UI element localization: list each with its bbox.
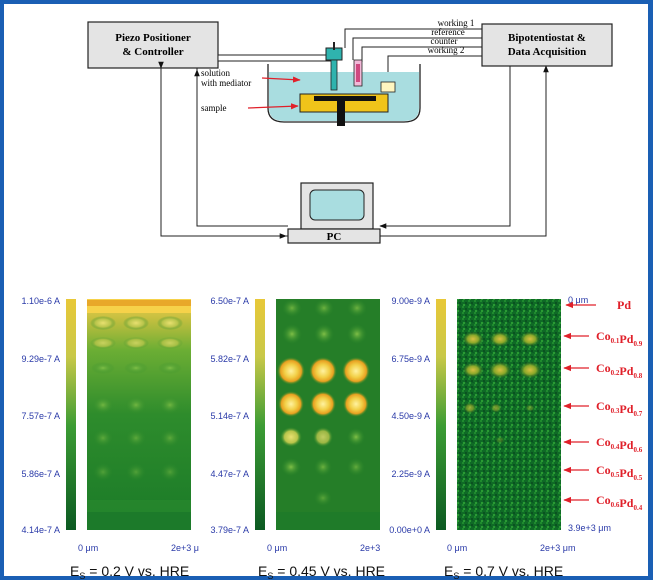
right-scale-label-0: 9.00e-9 A <box>391 296 430 306</box>
pc-label: PC <box>327 231 342 243</box>
right-scale-label-1: 6.75e-9 A <box>391 354 430 364</box>
composition-label: Co0.3Pd0.7 <box>596 399 643 418</box>
middle-scale-label-4: 3.79e-7 A <box>210 525 249 535</box>
right-scale-label-4: 0.00e+0 A <box>389 525 430 535</box>
pc-piezo-link <box>196 68 288 227</box>
left-x-end: 2e+3 μ <box>171 543 199 553</box>
right-scale-label-3: 2.25e-9 A <box>391 469 430 479</box>
colorbar-left <box>66 299 76 530</box>
setup-diagram: Piezo Positioner & Controller Bipotentio… <box>87 18 613 244</box>
solution-pointer-arrow <box>261 76 301 83</box>
composition-label: Co0.1Pd0.9 <box>596 329 643 348</box>
middle-scale-label-1: 5.82e-7 A <box>210 354 249 364</box>
right-y-top: 0 μm <box>568 295 588 305</box>
colorbar-right <box>436 299 446 530</box>
right-x-end: 2e+3 μm <box>540 543 575 553</box>
middle-scale-label-2: 5.14e-7 A <box>210 411 249 421</box>
piezo-label-line2: & Controller <box>122 46 183 58</box>
sample-holder <box>314 96 376 101</box>
sample-label: sample <box>201 103 227 113</box>
left-scale-label-1: 9.29e-7 A <box>21 354 60 364</box>
probe-tip <box>330 59 338 91</box>
sample-pointer-arrow <box>247 103 299 110</box>
bipot-label-line1: Bipotentiostat & <box>508 32 586 44</box>
right-caption: ES = 0.7 V vs. HRE <box>444 563 563 580</box>
middle-scale-label-0: 6.50e-7 A <box>210 296 249 306</box>
panel-middle: 6.50e-7 A 5.82e-7 A 5.14e-7 A 4.47e-7 A … <box>210 296 385 580</box>
left-scale-label-3: 5.86e-7 A <box>21 469 60 479</box>
pc-bipot-link <box>380 65 549 237</box>
composition-label: Co0.2Pd0.8 <box>596 361 643 380</box>
right-x-start: 0 μm <box>447 543 467 553</box>
piezo-pc-link <box>158 61 288 237</box>
composition-label: Pd <box>617 298 631 312</box>
bipotentiostat-box <box>481 23 613 67</box>
composition-label: Co0.4Pd0.6 <box>596 435 643 454</box>
composition-label: Co0.5Pd0.5 <box>596 463 643 482</box>
bipot-pc-link <box>379 66 511 229</box>
composition-labels: Pd Co0.1Pd0.9 Co0.2Pd0.8 Co0.3Pd0.7 Co0.4Pd0… <box>563 298 643 512</box>
right-scale-label-2: 4.50e-9 A <box>391 411 430 421</box>
map-left <box>87 299 191 530</box>
wire-counter <box>361 46 482 62</box>
colorbar-middle <box>255 299 265 530</box>
left-scale-label-4: 4.14e-7 A <box>21 525 60 535</box>
left-x-start: 0 μm <box>78 543 98 553</box>
wire-label-reference: reference <box>431 27 464 37</box>
left-caption: ES = 0.2 V vs. HRE <box>70 563 189 580</box>
middle-scale-label-3: 4.47e-7 A <box>210 469 249 479</box>
piezo-arm <box>217 54 333 62</box>
bipot-label-line2: Data Acquisition <box>508 46 587 58</box>
middle-x-start: 0 μm <box>267 543 287 553</box>
map-middle-spots <box>276 299 380 530</box>
map-right-spots <box>462 331 542 444</box>
solution-label-line1: solution <box>201 68 231 78</box>
counter-electrode <box>380 81 396 93</box>
middle-caption: ES = 0.45 V vs. HRE <box>258 563 385 580</box>
map-left-spots <box>87 316 191 530</box>
wire-label-counter: counter <box>431 36 458 46</box>
composition-label: Co0.6Pd0.4 <box>596 493 643 512</box>
sample-post <box>337 100 345 126</box>
monitor-screen <box>309 189 365 221</box>
piezo-label-line1: Piezo Positioner <box>115 32 191 44</box>
wire-reference <box>352 37 482 60</box>
panel-right: 9.00e-9 A 6.75e-9 A 4.50e-9 A 2.25e-9 A … <box>389 295 642 580</box>
left-scale-label-0: 1.10e-6 A <box>21 296 60 306</box>
piezo-controller-box <box>87 21 219 69</box>
left-scale-label-2: 7.57e-7 A <box>21 411 60 421</box>
panel-left: 1.10e-6 A 9.29e-7 A 7.57e-7 A 5.86e-7 A … <box>21 296 199 580</box>
middle-x-end: 2e+3 <box>360 543 380 553</box>
wire-working1 <box>344 28 482 48</box>
wire-label-working1: working 1 <box>438 18 475 28</box>
right-y-bottom: 3.9e+3 μm <box>568 523 611 533</box>
wire-label-working2: working 2 <box>428 45 465 55</box>
solution-label-line2: with mediator <box>201 78 251 88</box>
